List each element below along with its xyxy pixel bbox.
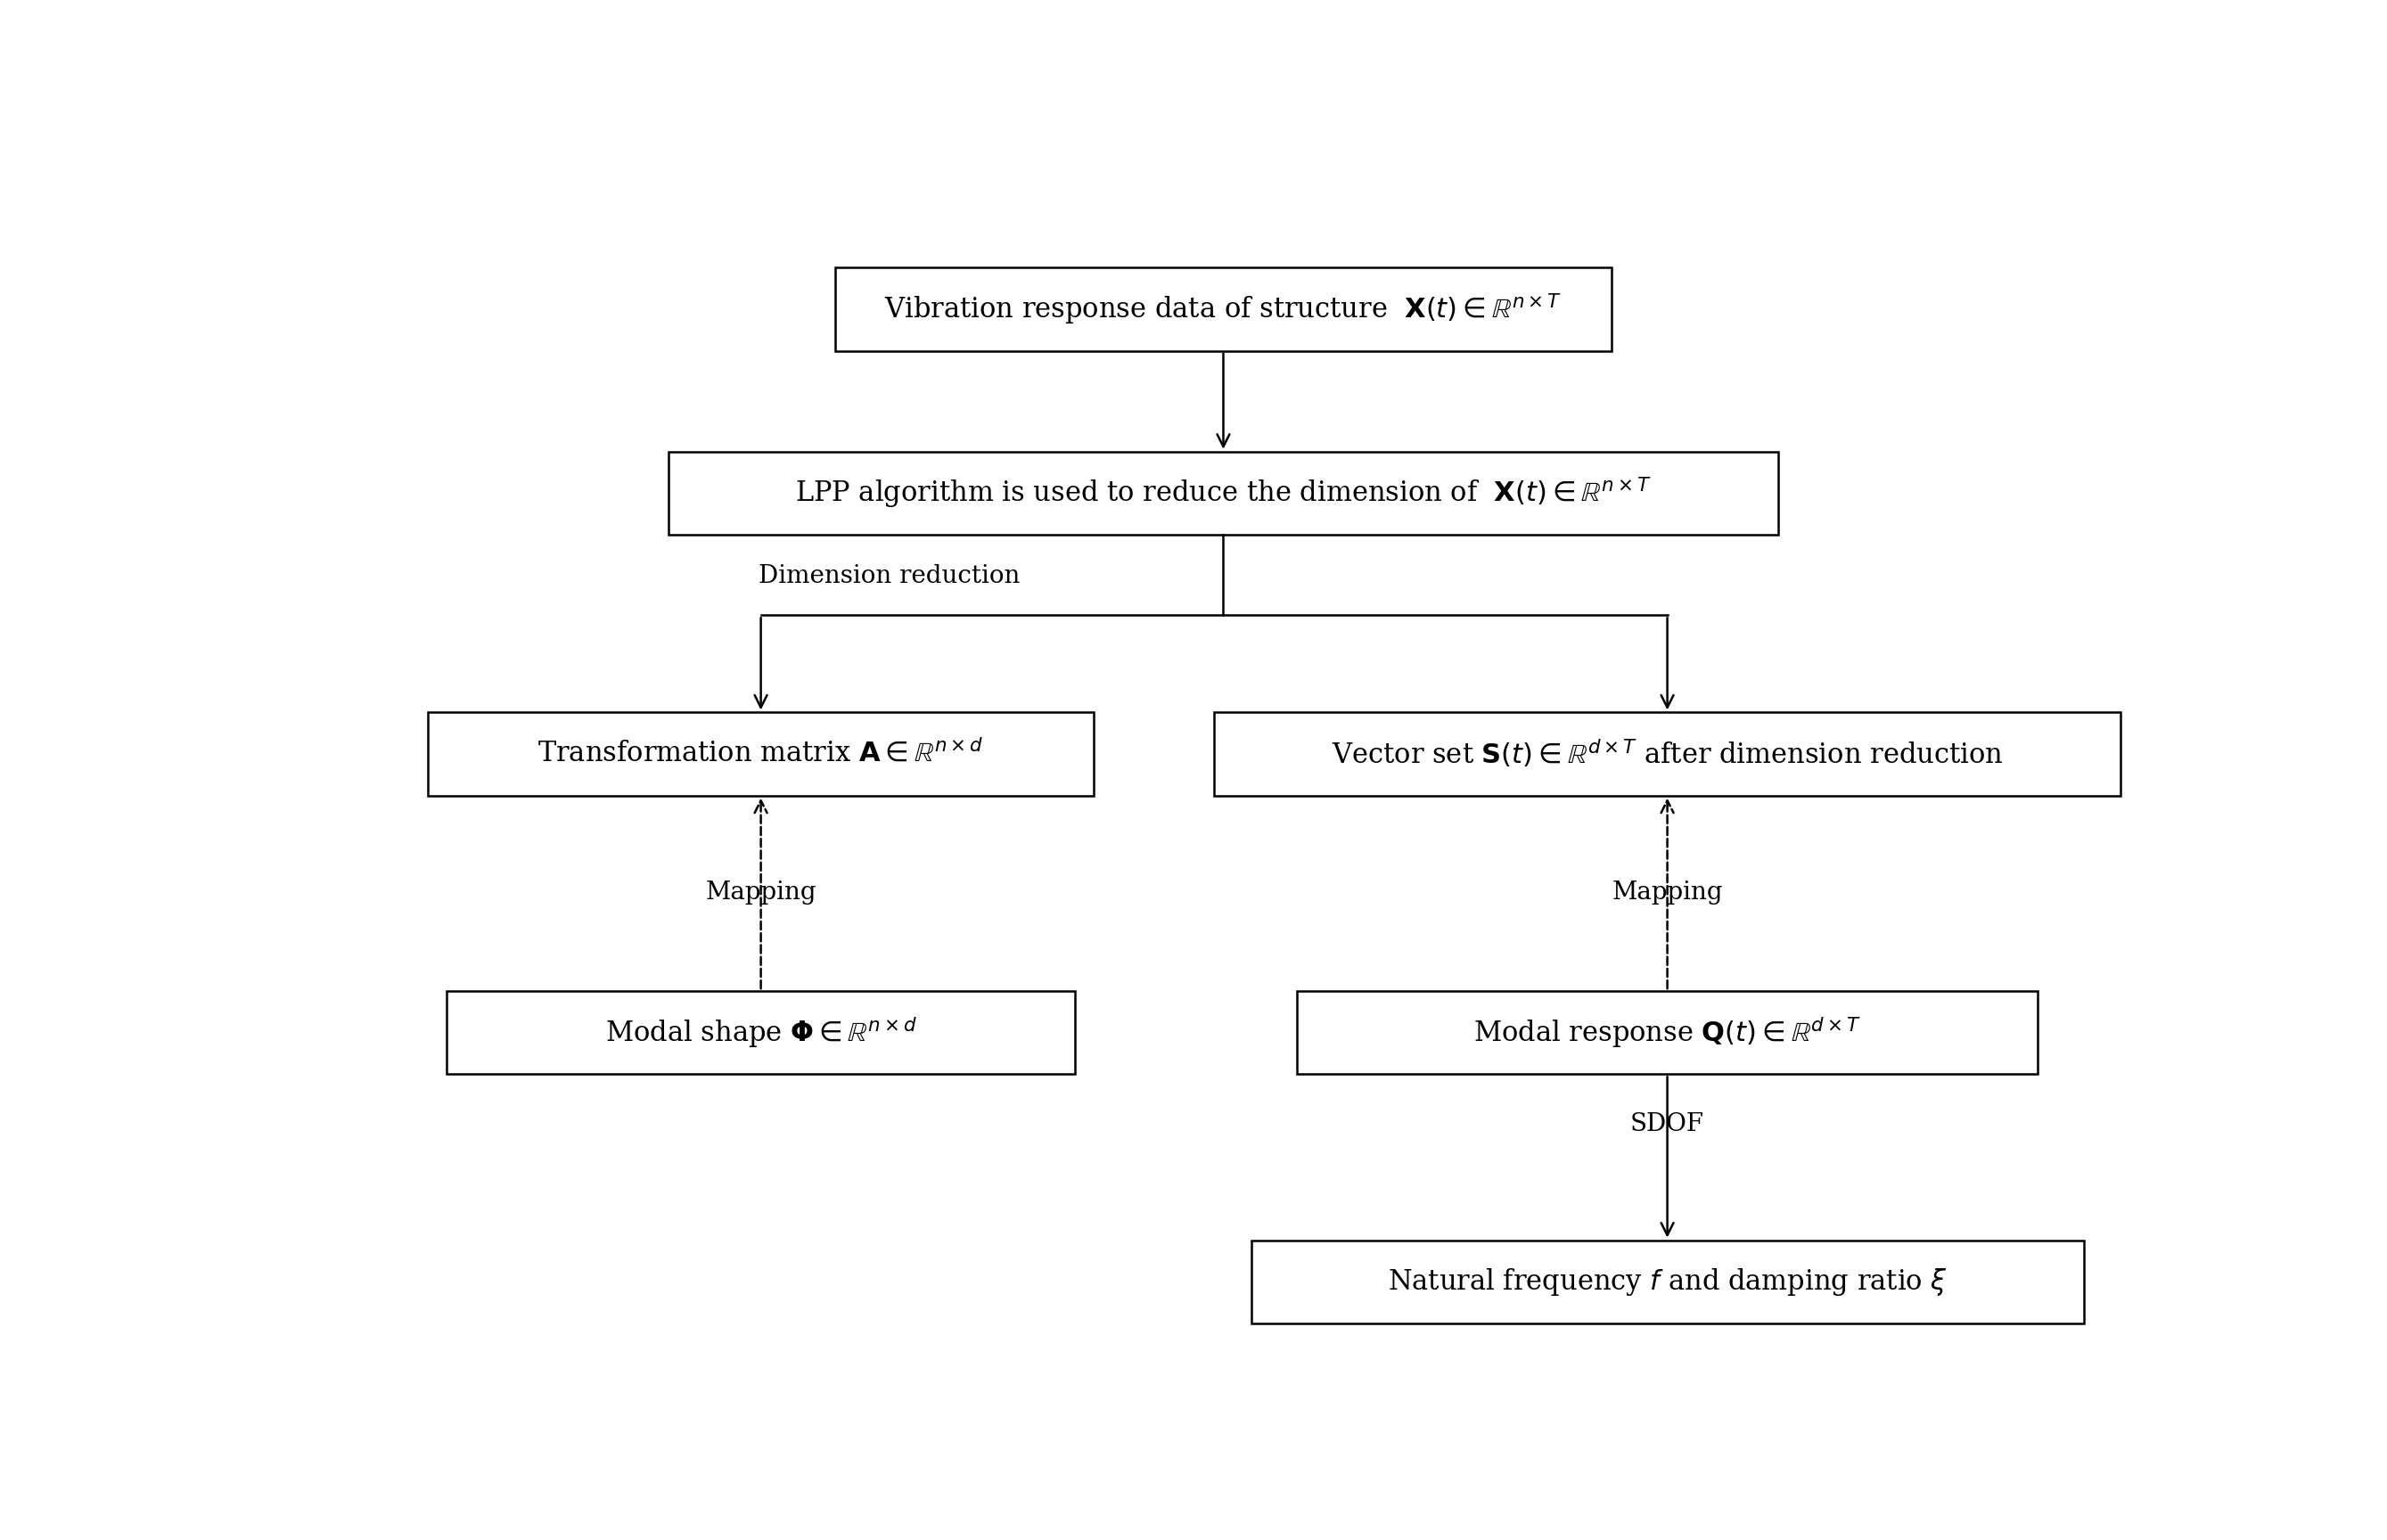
Text: Mapping: Mapping xyxy=(704,881,816,906)
Text: Modal response $\mathbf{Q}(t)\in\mathbb{R}^{d\times T}$: Modal response $\mathbf{Q}(t)\in\mathbb{… xyxy=(1473,1015,1862,1050)
Text: Mapping: Mapping xyxy=(1611,881,1723,906)
Text: Transformation matrix $\mathbf{A}\in\mathbb{R}^{n\times d}$: Transformation matrix $\mathbf{A}\in\mat… xyxy=(537,739,983,768)
Text: Vector set $\mathbf{S}(t)\in\mathbb{R}^{d\times T}$ after dimension reduction: Vector set $\mathbf{S}(t)\in\mathbb{R}^{… xyxy=(1332,738,2003,770)
FancyBboxPatch shape xyxy=(1251,1240,2084,1323)
FancyBboxPatch shape xyxy=(835,268,1611,351)
Text: Modal shape $\boldsymbol{\Phi}\in\mathbb{R}^{n\times d}$: Modal shape $\boldsymbol{\Phi}\in\mathbb… xyxy=(604,1015,917,1050)
Text: Dimension reduction: Dimension reduction xyxy=(759,564,1019,588)
Text: SDOF: SDOF xyxy=(1630,1112,1704,1137)
FancyBboxPatch shape xyxy=(1299,992,2038,1075)
FancyBboxPatch shape xyxy=(446,992,1077,1075)
FancyBboxPatch shape xyxy=(1215,713,2120,796)
FancyBboxPatch shape xyxy=(427,713,1093,796)
FancyBboxPatch shape xyxy=(668,451,1778,534)
Text: Vibration response data of structure  $\mathbf{X}(t)\in\mathbb{R}^{n\times T}$: Vibration response data of structure $\m… xyxy=(886,291,1561,326)
Text: LPP algorithm is used to reduce the dimension of  $\mathbf{X}(t)\in\mathbb{R}^{n: LPP algorithm is used to reduce the dime… xyxy=(795,476,1652,511)
Text: Natural frequency $f$ and damping ratio $\xi$: Natural frequency $f$ and damping ratio … xyxy=(1387,1266,1948,1297)
